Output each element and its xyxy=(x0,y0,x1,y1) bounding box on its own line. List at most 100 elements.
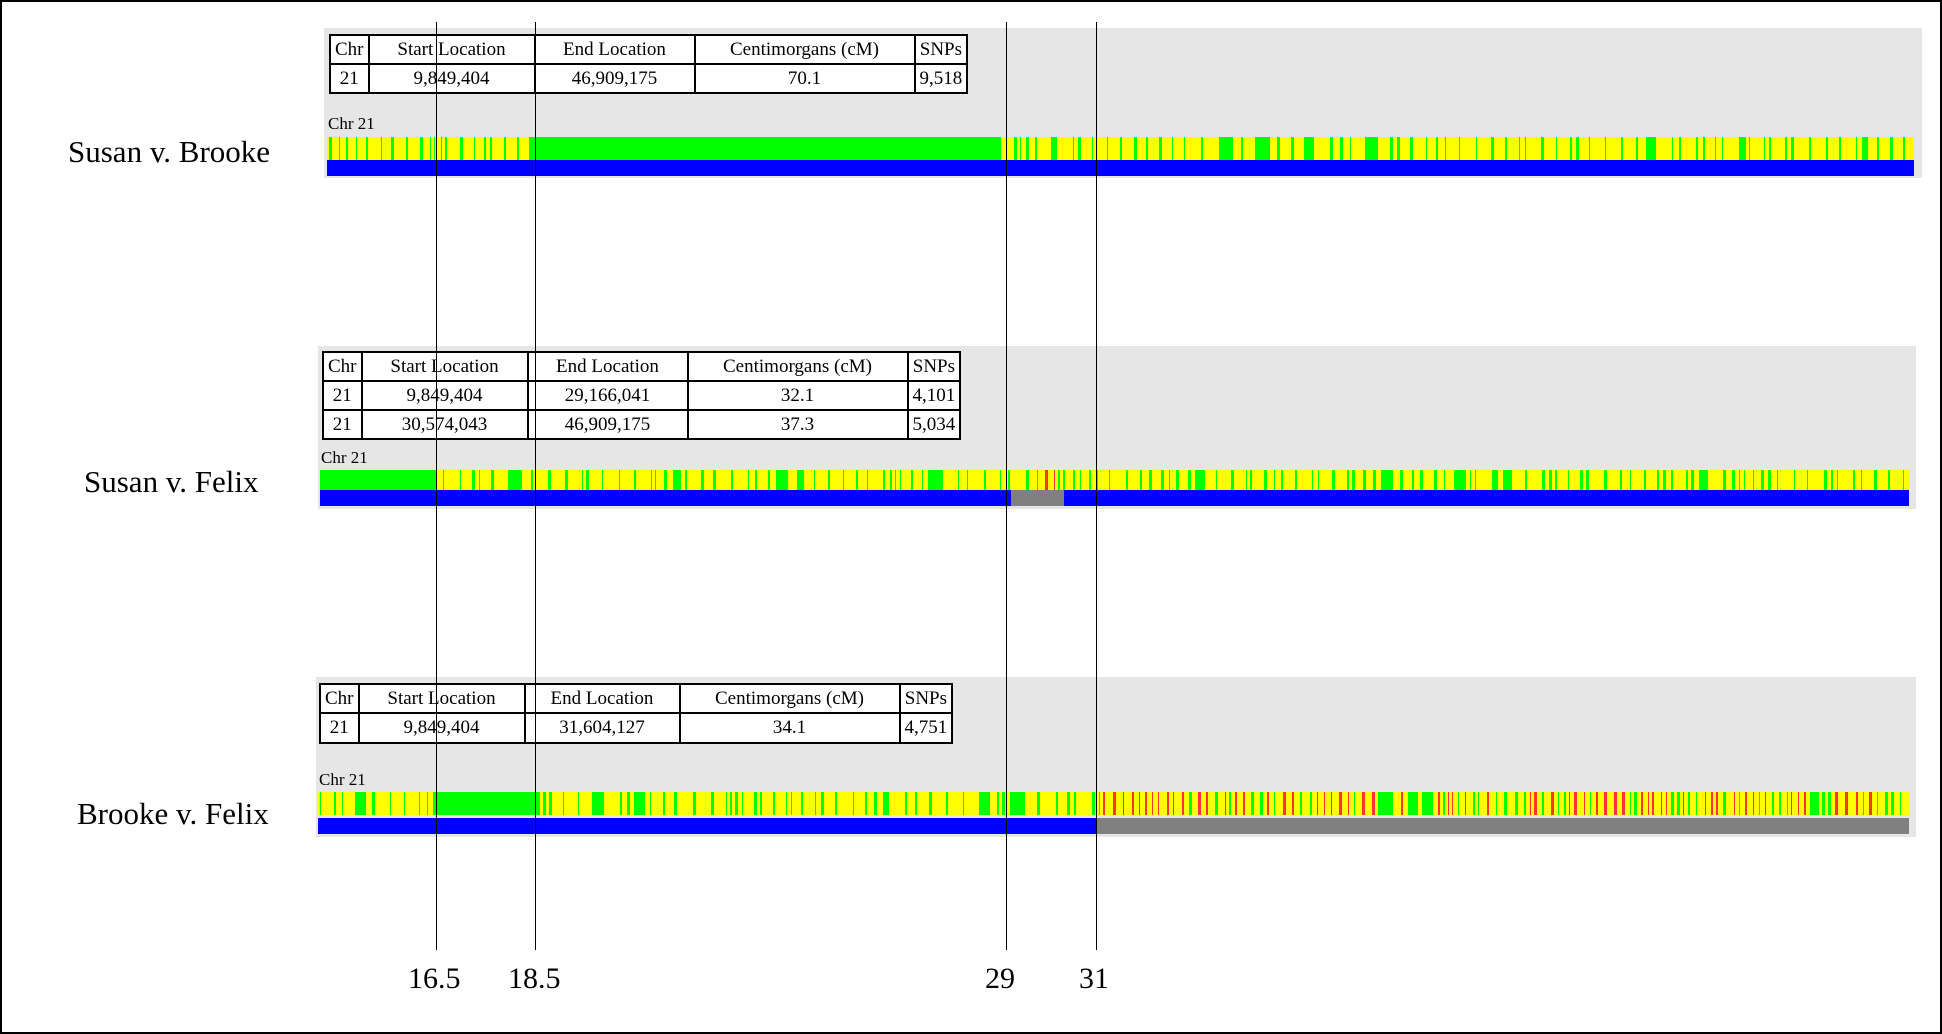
no-match-stripe xyxy=(1054,470,1055,493)
no-match-stripe xyxy=(1362,792,1365,815)
full-match-stripe xyxy=(1067,792,1070,815)
full-match-stripe xyxy=(900,470,901,493)
full-match-stripe xyxy=(852,137,853,160)
full-match-stripe xyxy=(1074,792,1076,815)
cell-start: 30,574,043 xyxy=(360,409,529,440)
reference-label: 31 xyxy=(1079,962,1109,995)
full-match-stripe xyxy=(917,137,918,160)
no-match-stripe xyxy=(1835,792,1838,815)
full-match-stripe xyxy=(320,792,321,815)
full-match-stripe xyxy=(1723,792,1726,815)
no-match-stripe xyxy=(1123,792,1124,815)
full-match-stripe xyxy=(592,792,604,815)
no-match-stripe xyxy=(1804,792,1806,815)
full-match-stripe xyxy=(1097,470,1098,493)
full-match-stripe xyxy=(911,470,913,493)
full-match-stripe xyxy=(1161,470,1164,493)
full-match-stripe xyxy=(1215,792,1218,815)
full-match-stripe xyxy=(1810,792,1819,815)
no-match-stripe xyxy=(1683,792,1684,815)
full-match-stripe xyxy=(1037,792,1040,815)
cell-cm: 32.1 xyxy=(686,380,909,411)
no-match-stripe xyxy=(1173,792,1174,815)
full-match-stripe xyxy=(1604,470,1607,493)
full-match-stripe xyxy=(1877,137,1879,160)
full-match-stripe xyxy=(1459,137,1460,160)
full-match-stripe xyxy=(1785,137,1787,160)
no-match-stripe xyxy=(1452,792,1453,815)
full-match-stripe xyxy=(1365,137,1378,160)
full-match-stripe xyxy=(1671,470,1673,493)
full-match-stripe xyxy=(1794,470,1795,493)
full-match-stripe xyxy=(1140,470,1142,493)
full-match-stripe xyxy=(797,470,804,493)
full-match-stripe xyxy=(776,470,788,493)
full-match-stripe xyxy=(729,137,735,160)
full-match-stripe xyxy=(395,470,398,493)
full-match-stripe xyxy=(1201,137,1203,160)
full-match-stripe xyxy=(391,137,394,160)
full-match-stripe xyxy=(963,792,964,815)
full-match-stripe xyxy=(1837,470,1838,493)
full-match-stripe xyxy=(1749,137,1750,160)
full-match-stripe xyxy=(1169,470,1170,493)
full-match-stripe xyxy=(905,792,907,815)
full-match-stripe xyxy=(634,470,636,493)
full-match-stripe xyxy=(1620,470,1622,493)
full-match-stripe xyxy=(1890,137,1893,160)
no-match-stripe xyxy=(1716,792,1718,815)
full-match-stripe xyxy=(755,470,757,493)
full-match-stripe xyxy=(890,470,892,493)
full-match-stripe xyxy=(1772,792,1774,815)
full-match-stripe xyxy=(674,792,677,815)
full-match-stripe xyxy=(1590,792,1591,815)
segment-table: Chr Start Location End Location Centimor… xyxy=(322,351,962,440)
full-match-stripe xyxy=(684,137,685,160)
full-match-stripe xyxy=(1347,470,1349,493)
full-match-stripe xyxy=(1312,470,1313,493)
full-match-stripe xyxy=(1434,470,1437,493)
full-match-stripe xyxy=(1381,470,1393,493)
full-match-stripe xyxy=(479,470,480,493)
full-match-stripe xyxy=(790,137,791,160)
cell-end: 46,909,175 xyxy=(526,409,689,440)
full-match-stripe xyxy=(1761,470,1764,493)
full-match-stripe xyxy=(1352,470,1355,493)
full-match-stripe xyxy=(1621,137,1623,160)
full-match-stripe xyxy=(1671,792,1674,815)
cell-end: 31,604,127 xyxy=(523,712,681,744)
full-match-stripe xyxy=(783,137,785,160)
full-match-stripe xyxy=(694,137,695,160)
full-match-stripe xyxy=(1400,470,1403,493)
full-match-stripe xyxy=(1056,792,1058,815)
no-match-stripe xyxy=(1339,792,1342,815)
full-match-stripe xyxy=(427,792,428,815)
full-match-stripe xyxy=(1903,137,1905,160)
col-header-chr: Chr xyxy=(329,34,370,65)
full-match-stripe xyxy=(865,792,867,815)
full-match-stripe xyxy=(731,470,733,493)
full-match-stripe xyxy=(685,470,687,493)
full-match-stripe xyxy=(381,137,382,160)
table-row: 21 30,574,043 46,909,175 37.3 5,034 xyxy=(322,409,962,440)
full-match-stripe xyxy=(1630,792,1631,815)
full-match-stripe xyxy=(543,792,546,815)
full-match-stripe xyxy=(887,137,889,160)
full-match-stripe xyxy=(1888,470,1890,493)
no-match-stripe xyxy=(1648,792,1649,815)
full-match-stripe xyxy=(1020,137,1021,160)
full-match-stripe xyxy=(1026,137,1029,160)
full-match-stripe xyxy=(748,470,749,493)
full-match-stripe xyxy=(1412,470,1414,493)
full-match-stripe xyxy=(1444,470,1445,493)
segment-table: Chr Start Location End Location Centimor… xyxy=(329,34,969,94)
no-match-stripe xyxy=(1324,792,1325,815)
full-match-stripe xyxy=(665,137,668,160)
table-row: 21 9,849,404 31,604,127 34.1 4,751 xyxy=(319,712,954,744)
full-match-stripe xyxy=(586,470,589,493)
full-match-stripe xyxy=(1035,137,1037,160)
full-match-stripe xyxy=(1363,470,1366,493)
full-match-stripe xyxy=(754,137,757,160)
full-match-stripe xyxy=(768,470,770,493)
full-match-stripe xyxy=(1378,792,1393,815)
